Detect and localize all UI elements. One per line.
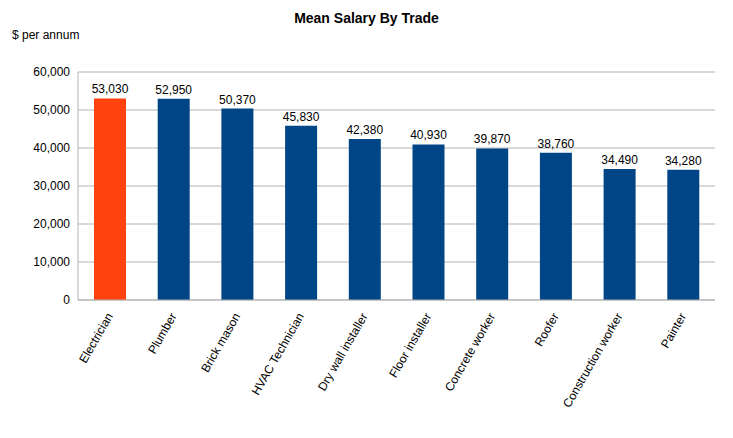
svg-text:40,930: 40,930 [410, 128, 447, 142]
svg-text:34,490: 34,490 [601, 153, 638, 167]
svg-text:45,830: 45,830 [283, 110, 320, 124]
svg-text:Brick mason: Brick mason [198, 311, 243, 375]
html-text:Mean Salary By Trade: Mean Salary By Trade [294, 10, 439, 26]
svg-text:Painter: Painter [658, 311, 689, 351]
svg-text:0: 0 [63, 293, 70, 307]
svg-text:60,000: 60,000 [33, 65, 70, 79]
svg-text:Plumber: Plumber [145, 311, 179, 357]
svg-text:34,280: 34,280 [665, 154, 702, 168]
svg-text:52,950: 52,950 [155, 83, 192, 97]
svg-text:50,000: 50,000 [33, 103, 70, 117]
svg-text:39,870: 39,870 [474, 132, 511, 146]
svg-text:42,380: 42,380 [346, 123, 383, 137]
svg-text:38,760: 38,760 [538, 137, 575, 151]
svg-text:20,000: 20,000 [33, 217, 70, 231]
svg-text:53,030: 53,030 [92, 82, 129, 96]
svg-text:Roofer: Roofer [532, 311, 562, 349]
svg-text:Concrete worker: Concrete worker [442, 310, 498, 393]
svg-text:Construction worker: Construction worker [560, 311, 625, 410]
svg-text:10,000: 10,000 [33, 255, 70, 269]
html-text:$ per annum: $ per annum [12, 28, 80, 42]
svg-text:30,000: 30,000 [33, 179, 70, 193]
svg-text:Electrician: Electrician [76, 311, 116, 366]
svg-text:Dry wall installer: Dry wall installer [315, 311, 371, 394]
svg-text:Floor installer: Floor installer [386, 311, 434, 380]
svg-text:HVAC Technician: HVAC Technician [249, 311, 307, 398]
svg-text:40,000: 40,000 [33, 141, 70, 155]
svg-text:50,370: 50,370 [219, 93, 256, 107]
